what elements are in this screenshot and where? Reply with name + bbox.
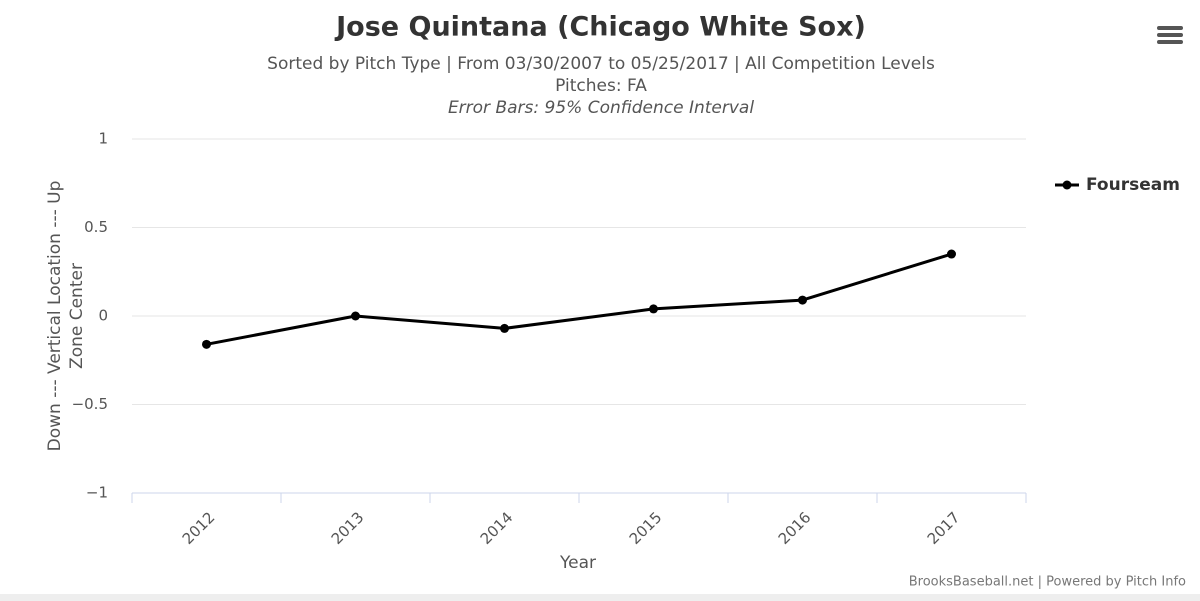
- legend-item[interactable]: Fourseam: [1055, 175, 1180, 195]
- legend-symbol: [1062, 180, 1072, 190]
- bottom-strip: [0, 594, 1200, 601]
- menu-bar: [1157, 40, 1183, 44]
- series-line: [206, 252, 952, 346]
- menu-button[interactable]: [1157, 26, 1183, 44]
- menu-bar: [1157, 26, 1183, 30]
- subtitle: Pitches: FA: [555, 76, 647, 96]
- y-tick-label: 1: [98, 130, 108, 148]
- y-axis-title: Zone Center: [67, 263, 87, 369]
- y-tick-label: 0: [98, 307, 108, 325]
- y-axis-title: Down --- Vertical Location --- Up: [45, 181, 65, 452]
- chart-title: Jose Quintana (Chicago White Sox): [334, 12, 866, 43]
- legend-label: Fourseam: [1086, 175, 1180, 195]
- y-tick-label: 0.5: [84, 218, 108, 236]
- menu-bar: [1157, 33, 1183, 37]
- credits[interactable]: BrooksBaseball.net | Powered by Pitch In…: [909, 575, 1186, 590]
- subtitle: Error Bars: 95% Confidence Interval: [448, 98, 754, 118]
- point: [351, 311, 360, 321]
- point: [947, 249, 956, 259]
- y-tick-label: −1: [86, 484, 108, 502]
- subtitle: Sorted by Pitch Type | From 03/30/2007 t…: [267, 54, 935, 74]
- point: [202, 339, 211, 349]
- point: [649, 304, 658, 314]
- y-tick-label: −0.5: [72, 395, 108, 413]
- point: [798, 295, 807, 305]
- x-axis-title: Year: [559, 553, 596, 573]
- point: [500, 323, 509, 333]
